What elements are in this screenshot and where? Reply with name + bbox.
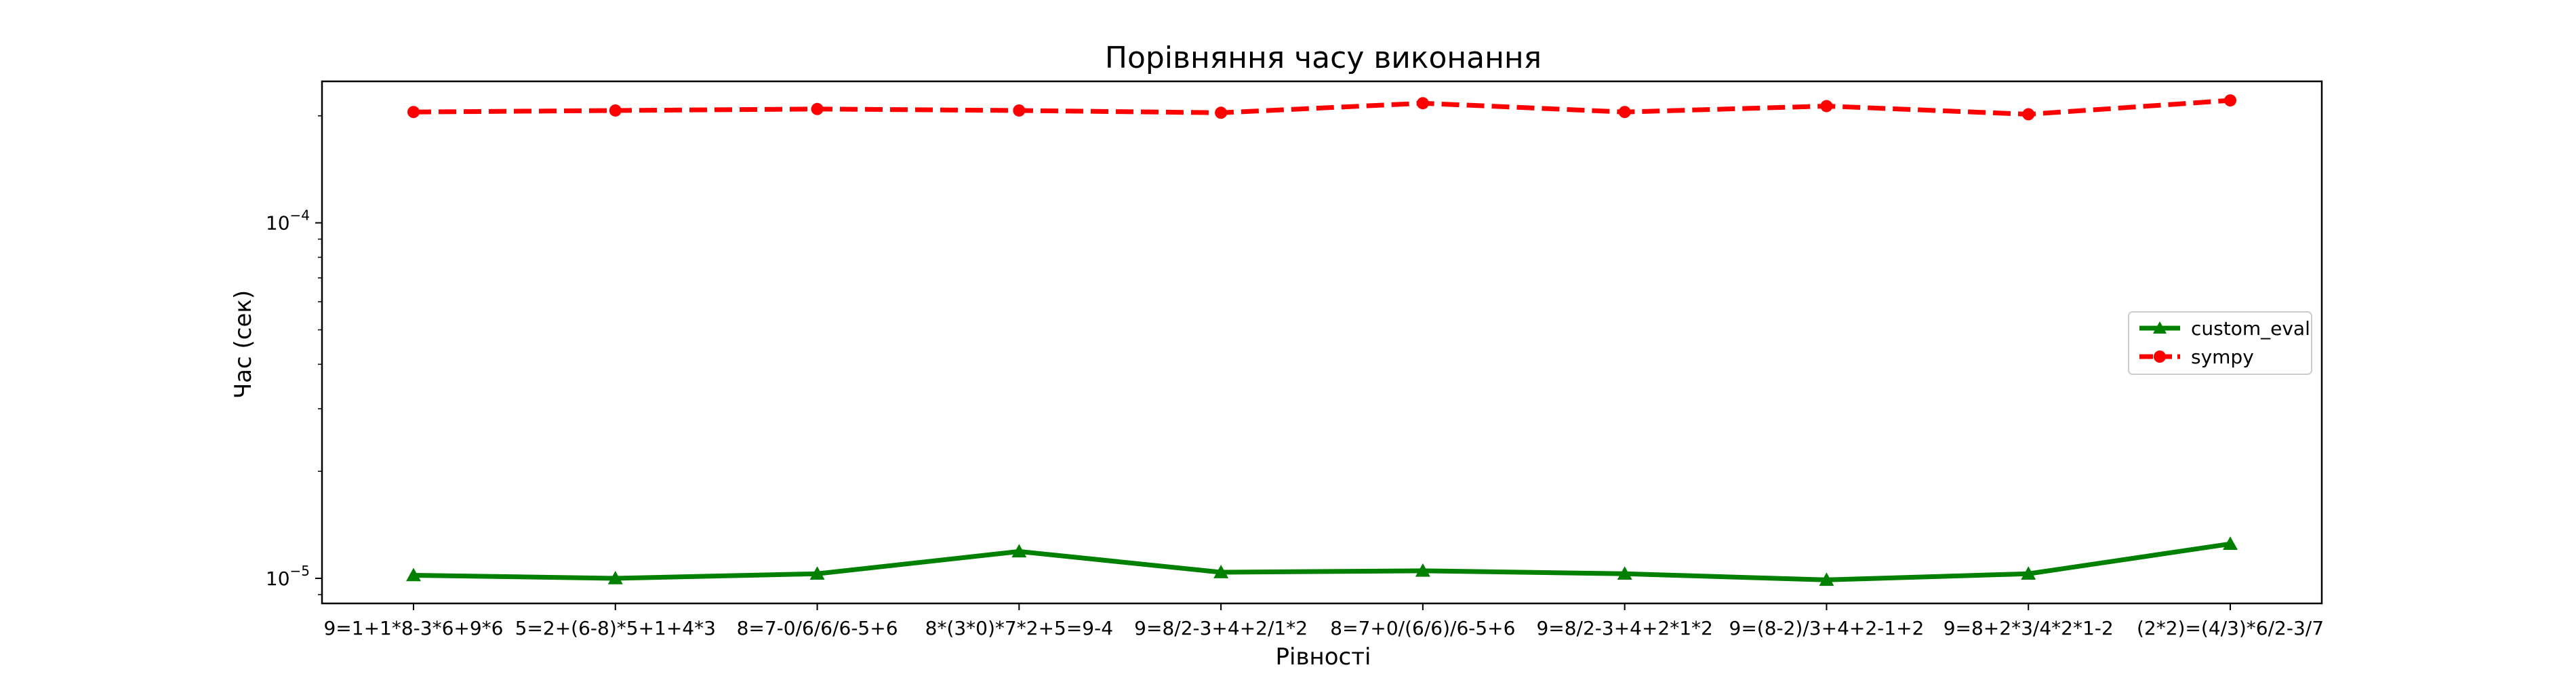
legend-label-custom_eval: custom_eval: [2191, 317, 2310, 340]
chart-title: Порівняння часу виконання: [1105, 41, 1542, 75]
y-tick-label: 10−5: [266, 563, 310, 590]
legend-label-sympy: sympy: [2191, 346, 2254, 368]
data-point-custom_eval: [809, 566, 825, 580]
x-tick-label: 9=8+2*3/4*2*1-2: [1944, 617, 2114, 639]
data-point-custom_eval: [1011, 544, 1027, 558]
plot-area: 9=1+1*8-3*6+9*6 5=2+(6-8)*5+1+4*3 8=7-0/6/…: [266, 80, 2324, 639]
data-point-custom_eval: [1819, 572, 1834, 586]
data-point-sympy: [1416, 97, 1429, 110]
x-tick-label: 8=7+0/(6/6)/6-5+6: [1330, 617, 1515, 639]
data-point-sympy: [2022, 108, 2035, 121]
data-point-custom_eval: [1617, 566, 1632, 580]
x-tick-label: 5=2+(6-8)*5+1+4*3: [515, 617, 716, 639]
data-point-sympy: [811, 102, 824, 115]
y-tick-label: 10−4: [266, 207, 310, 235]
data-point-sympy: [407, 106, 420, 119]
data-point-custom_eval: [1415, 563, 1430, 577]
x-tick-label: (2*2)=(4/3)*6/2-3/7: [2137, 617, 2324, 639]
x-tick-label: 9=8/2-3+4+2/1*2: [1134, 617, 1308, 639]
x-tick-label: 9=1+1*8-3*6+9*6: [323, 617, 503, 639]
x-axis-label: Рівності: [1276, 643, 1371, 671]
data-point-sympy: [2224, 94, 2236, 107]
series-line-sympy: [413, 98, 2231, 117]
x-tick-label: 8=7-0/6/6/6-5+6: [737, 617, 898, 639]
x-tick-label: 9=(8-2)/3+4+2-1+2: [1729, 617, 1925, 639]
data-point-custom_eval: [2223, 536, 2238, 550]
y-axis-label: Час (сек): [230, 290, 257, 399]
data-point-custom_eval: [607, 570, 623, 584]
legend-marker-sympy: [2154, 351, 2166, 363]
data-point-sympy: [1013, 104, 1026, 117]
data-point-sympy: [1820, 100, 1833, 113]
data-point-sympy: [1215, 106, 1228, 119]
axes-frame: [321, 80, 2323, 605]
series-line-custom_eval: [413, 541, 2231, 582]
data-point-sympy: [609, 104, 622, 117]
x-tick-label: 8*(3*0)*7*2+5=9-4: [925, 617, 1113, 639]
legend-marker-custom_eval: [2153, 321, 2167, 334]
data-point-custom_eval: [1213, 565, 1229, 578]
data-point-sympy: [1618, 106, 1631, 119]
data-point-custom_eval: [406, 567, 421, 582]
data-point-custom_eval: [2021, 566, 2036, 580]
x-tick-label: 9=8/2-3+4+2*1*2: [1536, 617, 1712, 639]
